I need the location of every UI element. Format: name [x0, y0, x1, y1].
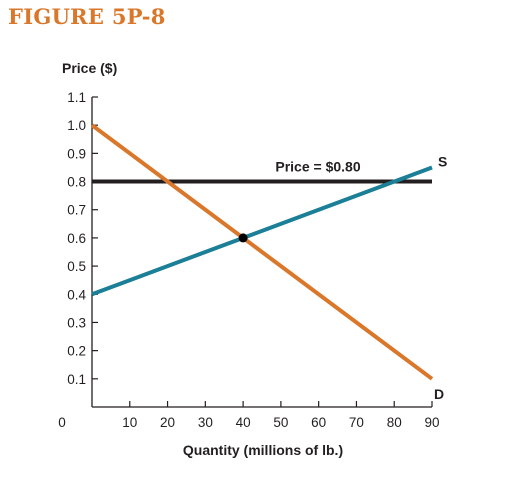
price-line-label: Price = $0.80 [275, 159, 360, 175]
origin-label: 0 [58, 415, 66, 430]
y-tick-label-0.2: 0.2 [67, 344, 86, 359]
y-axis-title: Price ($) [62, 60, 117, 76]
y-tick-label-0.4: 0.4 [67, 287, 86, 302]
x-tick-label-40: 40 [236, 415, 251, 430]
y-tick-label-1.1: 1.1 [67, 90, 86, 105]
y-tick-label-0.3: 0.3 [67, 315, 86, 330]
demand-curve-label: D [434, 386, 444, 402]
x-tick-label-70: 70 [349, 415, 364, 430]
x-tick-label-60: 60 [311, 415, 326, 430]
x-tick-label-30: 30 [198, 415, 213, 430]
y-tick-label-1.0: 1.0 [67, 118, 86, 133]
y-tick-label-0.5: 0.5 [67, 259, 86, 274]
x-tick-label-90: 90 [424, 415, 439, 430]
x-tick-label-80: 80 [387, 415, 402, 430]
y-tick-label-0.1: 0.1 [67, 372, 86, 387]
x-axis-title: Quantity (millions of lb.) [183, 442, 343, 458]
x-tick-label-50: 50 [273, 415, 288, 430]
x-tick-label-20: 20 [160, 415, 175, 430]
y-tick-label-0.8: 0.8 [67, 175, 86, 190]
figure-label: FIGURE 5P-8 [8, 4, 166, 29]
y-tick-label-0.7: 0.7 [67, 203, 86, 218]
supply-curve-label: S [438, 153, 447, 169]
series-line-s [91, 165, 433, 297]
series-line-d [90, 123, 434, 381]
equilibrium-point [238, 233, 248, 243]
y-tick-label-0.6: 0.6 [67, 231, 86, 246]
y-tick-label-0.9: 0.9 [67, 146, 86, 161]
x-tick-label-10: 10 [122, 415, 137, 430]
